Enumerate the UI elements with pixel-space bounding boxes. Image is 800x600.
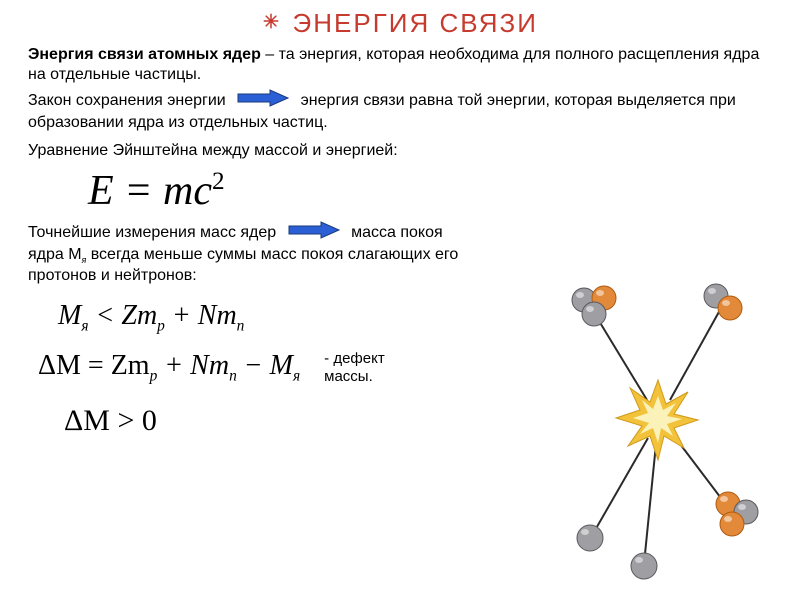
conservation-before: Закон сохранения энергии (28, 92, 230, 109)
title-row: ЭНЕРГИЯ СВЯЗИ (0, 0, 800, 39)
ineq-d: p (157, 318, 165, 335)
dm-text: ΔM > 0 (64, 404, 157, 437)
defect-l1: - дефект (324, 350, 385, 368)
arrow-icon (287, 221, 341, 245)
nuclear-collision-diagram (544, 280, 774, 580)
eq-emc: E = mc (88, 168, 212, 214)
def-c: + Nm (157, 350, 229, 381)
page-title: ЭНЕРГИЯ СВЯЗИ (293, 8, 538, 39)
def-f: я (293, 368, 300, 385)
cluster-bottom-right (716, 492, 758, 536)
defect-l2: массы. (324, 368, 385, 386)
cluster-top-left (572, 286, 616, 326)
cluster-top-right (704, 284, 742, 320)
measure-line: Точнейшие измерения масс ядер масса поко… (28, 221, 468, 286)
def-d: n (229, 368, 237, 385)
conservation-paragraph: Закон сохранения энергии энергия связи р… (28, 89, 780, 133)
mass-defect-equation: ΔM = Zmp + Nmn − Mя (38, 350, 300, 386)
mass-defect-label: - дефект массы. (324, 350, 385, 386)
einstein-caption: Уравнение Эйнштейна между массой и энерг… (28, 141, 780, 161)
einstein-equation: E = mc2 (88, 167, 780, 215)
ineq-f: n (237, 318, 245, 335)
star-icon (262, 12, 280, 35)
measure-l1: Точнейшие измерения масс ядер (28, 224, 281, 241)
definition-term: Энергия связи атомных ядер (28, 46, 261, 63)
def-e: − M (237, 350, 293, 381)
ineq-c: < Zm (88, 300, 157, 331)
def-a: ΔM = Zm (38, 350, 150, 381)
particle-bottom-left (577, 525, 603, 551)
definition-paragraph: Энергия связи атомных ядер – та энергия,… (28, 45, 780, 85)
measure-l2b: всегда меньше суммы масс покоя слагающих… (28, 246, 458, 284)
ineq-a: M (58, 300, 81, 331)
ineq-e: + Nm (165, 300, 237, 331)
particle-bottom-center (631, 553, 657, 579)
eq-exp: 2 (212, 168, 225, 195)
arrow-icon (236, 89, 290, 113)
mass-measurement-block: Точнейшие измерения масс ядер масса поко… (28, 221, 468, 286)
